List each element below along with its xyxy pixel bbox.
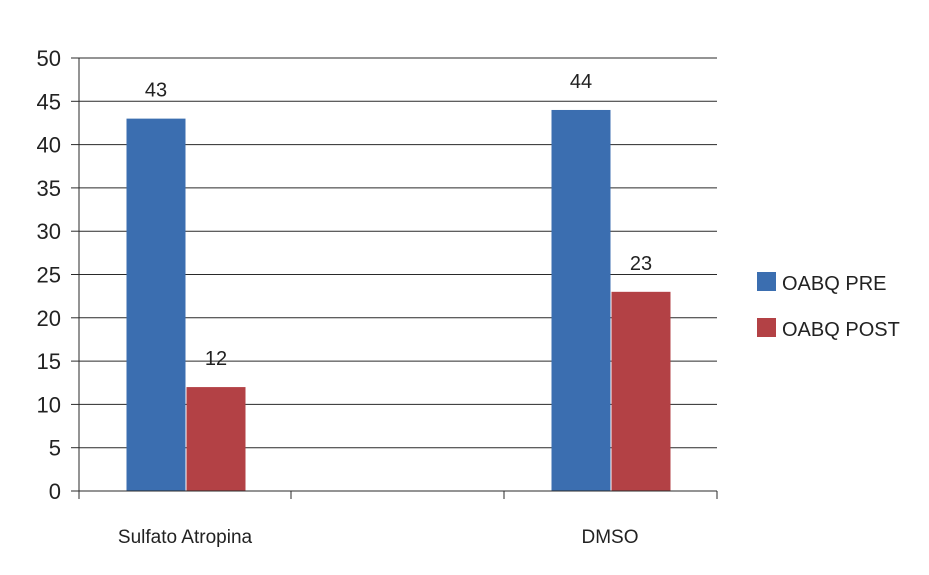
legend-swatch <box>757 318 776 337</box>
y-tick-label: 0 <box>49 479 61 504</box>
y-tick-label: 30 <box>37 219 61 244</box>
x-axis: Sulfato Atropina DMSO <box>78 490 718 548</box>
category-label: DMSO <box>582 527 639 548</box>
data-label: 23 <box>630 253 652 275</box>
legend: OABQ PRE OABQ POST <box>757 272 900 341</box>
data-label: 43 <box>145 80 167 102</box>
y-tick-label: 50 <box>37 46 61 71</box>
data-label: 44 <box>570 71 592 93</box>
bars: 43 12 44 23 <box>126 71 671 492</box>
y-tick-label: 40 <box>37 133 61 158</box>
y-tick-label: 15 <box>37 349 61 374</box>
data-label: 12 <box>205 348 227 370</box>
bar <box>186 387 246 491</box>
legend-label: OABQ PRE <box>782 273 886 295</box>
y-tick-label: 45 <box>37 89 61 114</box>
y-tick-label: 25 <box>37 263 61 288</box>
bar <box>611 291 671 491</box>
y-axis: 0 5 10 15 20 25 30 35 40 45 50 <box>37 46 80 504</box>
y-tick-label: 35 <box>37 176 61 201</box>
category-label: Sulfato Atropina <box>118 527 253 548</box>
legend-label: OABQ POST <box>782 319 900 341</box>
y-tick-label: 10 <box>37 392 61 417</box>
bar <box>126 118 186 492</box>
legend-swatch <box>757 272 776 291</box>
y-tick-label: 5 <box>49 436 61 461</box>
y-tick-label: 20 <box>37 306 61 331</box>
bar <box>551 109 611 492</box>
